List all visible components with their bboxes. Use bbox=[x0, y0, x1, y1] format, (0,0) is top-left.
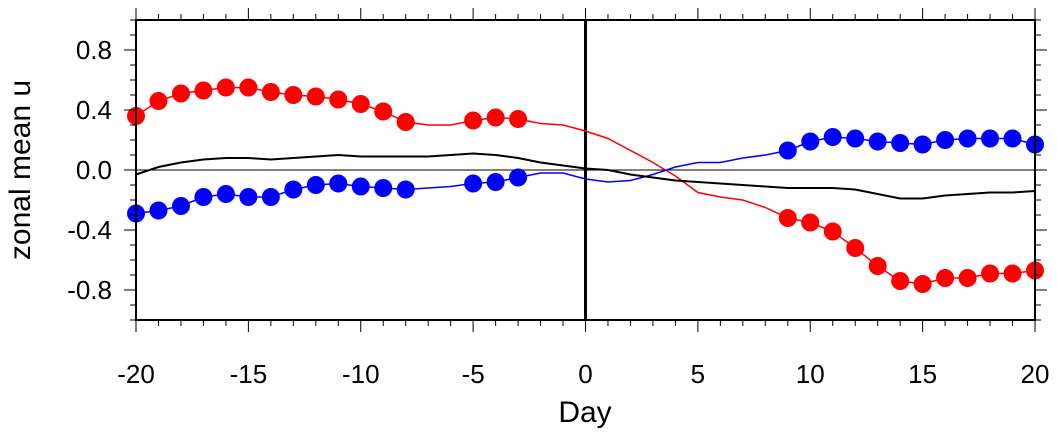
x-tick-label: 15 bbox=[908, 359, 937, 389]
y-tick-label: 0.0 bbox=[76, 155, 112, 185]
data-point-1-34 bbox=[891, 134, 910, 152]
data-point-0-30 bbox=[801, 213, 820, 232]
data-point-1-39 bbox=[1003, 129, 1022, 148]
data-point-1-11 bbox=[374, 179, 393, 197]
data-point-1-16 bbox=[486, 173, 505, 191]
tick-labels: -20 -15 -10 -5 0 5 10 15 20 -0.8 -0.4 0.0 0.4 0.8 bbox=[67, 35, 1049, 389]
data-point-1-3 bbox=[194, 188, 213, 206]
data-point-1-38 bbox=[981, 129, 1000, 148]
series-line-2 bbox=[135, 152, 1036, 200]
data-point-1-29 bbox=[778, 141, 797, 160]
data-point-1-1 bbox=[149, 201, 168, 220]
data-point-0-8 bbox=[306, 87, 325, 106]
data-point-0-37 bbox=[958, 269, 977, 287]
data-point-1-17 bbox=[509, 168, 528, 187]
data-point-0-5 bbox=[239, 78, 258, 97]
x-tick-label: -20 bbox=[117, 359, 155, 389]
data-point-1-6 bbox=[261, 188, 280, 206]
data-point-1-8 bbox=[306, 176, 325, 194]
data-point-0-1 bbox=[149, 92, 168, 110]
data-point-1-35 bbox=[913, 135, 932, 154]
x-tick-label: -15 bbox=[230, 359, 268, 389]
data-point-0-16 bbox=[486, 108, 505, 127]
data-point-0-38 bbox=[981, 264, 1000, 283]
data-point-0-34 bbox=[891, 272, 910, 290]
data-point-0-29 bbox=[778, 209, 797, 227]
data-point-0-3 bbox=[194, 81, 213, 100]
data-point-0-32 bbox=[846, 239, 865, 257]
y-tick-label: -0.8 bbox=[67, 275, 112, 305]
data-point-1-37 bbox=[958, 129, 977, 148]
data-point-1-32 bbox=[846, 129, 865, 148]
x-tick-label: 20 bbox=[1021, 359, 1050, 389]
data-point-0-11 bbox=[374, 102, 393, 121]
data-point-0-6 bbox=[261, 83, 280, 101]
x-tick-label: 5 bbox=[691, 359, 705, 389]
x-tick-label: -10 bbox=[342, 359, 380, 389]
data-point-1-15 bbox=[464, 174, 483, 193]
data-point-1-5 bbox=[239, 188, 258, 206]
data-point-1-7 bbox=[284, 180, 303, 199]
axis-ticks bbox=[124, 8, 1047, 332]
data-point-0-9 bbox=[329, 90, 348, 109]
data-point-0-10 bbox=[351, 95, 370, 113]
y-tick-label: -0.4 bbox=[67, 215, 112, 245]
data-point-1-30 bbox=[801, 132, 820, 151]
x-tick-label: 10 bbox=[796, 359, 825, 389]
y-tick-label: 0.4 bbox=[76, 95, 112, 125]
data-point-0-4 bbox=[216, 78, 235, 97]
data-point-1-9 bbox=[329, 174, 348, 193]
data-point-0-33 bbox=[868, 257, 887, 275]
x-tick-label: 0 bbox=[578, 359, 592, 389]
data-point-0-36 bbox=[936, 269, 955, 287]
data-point-0-17 bbox=[509, 110, 528, 128]
data-point-0-35 bbox=[913, 275, 932, 293]
data-point-1-31 bbox=[823, 128, 842, 146]
data-point-1-12 bbox=[396, 180, 415, 199]
data-point-1-10 bbox=[351, 177, 370, 196]
y-tick-label: 0.8 bbox=[76, 35, 112, 65]
data-point-1-2 bbox=[171, 197, 190, 215]
y-axis-label: zonal mean u bbox=[4, 80, 37, 260]
x-tick-label: -5 bbox=[462, 359, 485, 389]
data-point-0-31 bbox=[823, 222, 842, 241]
data-point-0-39 bbox=[1003, 264, 1022, 283]
data-point-1-33 bbox=[868, 132, 887, 151]
data-point-0-7 bbox=[284, 86, 303, 104]
data-point-0-2 bbox=[171, 84, 190, 103]
x-axis-label: Day bbox=[558, 396, 611, 429]
data-point-0-12 bbox=[396, 113, 415, 131]
data-point-1-4 bbox=[216, 185, 235, 203]
reference-lines bbox=[136, 20, 1035, 320]
data-point-0-15 bbox=[464, 111, 483, 130]
data-point-1-36 bbox=[936, 131, 955, 149]
